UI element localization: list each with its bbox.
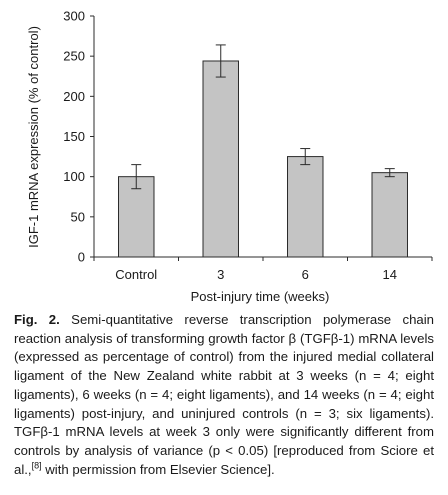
bars-layer <box>118 44 408 258</box>
x-tick-label: 14 <box>383 267 397 282</box>
y-tick-label: 200 <box>63 89 85 104</box>
caption-reference: [8] <box>31 460 42 471</box>
bar-6 <box>287 156 324 258</box>
bar-3 <box>202 60 239 258</box>
y-axis-title: IGF-1 mRNA expression (% of control) <box>26 26 41 248</box>
y-tick-label: 250 <box>63 49 85 64</box>
bar-control <box>118 176 155 258</box>
bar-14 <box>371 172 408 258</box>
caption-label: Fig. 2. <box>14 312 60 327</box>
x-tick-label: 6 <box>302 267 309 282</box>
axes: 0 50 100 150 200 250 300 Control 3 6 14 <box>63 9 433 282</box>
figure-caption: Fig. 2. Semi-quantitative reverse transc… <box>14 311 434 479</box>
bar-chart: 0 50 100 150 200 250 300 Control 3 6 14 IGF-1 mRNA… <box>26 9 433 304</box>
y-tick-label: 300 <box>63 9 85 24</box>
x-tick-label: 3 <box>217 267 224 282</box>
y-tick-label: 100 <box>63 169 85 184</box>
caption-text-end: with permission from Elsevier Science]. <box>41 461 275 477</box>
caption-text: Semi-quantitative reverse transcription … <box>14 312 435 477</box>
y-tick-label: 150 <box>63 129 85 144</box>
y-tick-label: 0 <box>78 250 85 265</box>
x-tick-label: Control <box>115 267 157 282</box>
y-tick-label: 50 <box>71 209 85 224</box>
x-axis-title: Post-injury time (weeks) <box>191 289 330 304</box>
